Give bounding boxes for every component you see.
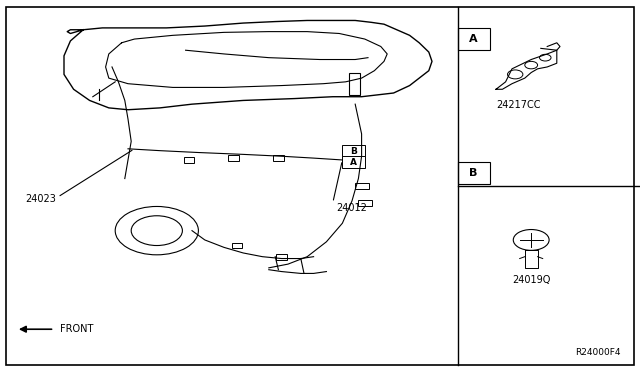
Text: 24023: 24023 — [26, 194, 56, 204]
Bar — [276, 254, 287, 260]
FancyBboxPatch shape — [458, 28, 490, 50]
Bar — [355, 183, 369, 189]
FancyBboxPatch shape — [458, 162, 490, 184]
Text: B: B — [351, 147, 357, 155]
Bar — [349, 73, 360, 95]
Bar — [232, 243, 242, 248]
Text: A: A — [351, 158, 357, 167]
Text: A: A — [469, 34, 478, 44]
Bar — [184, 157, 194, 163]
FancyBboxPatch shape — [342, 156, 365, 168]
Text: 24217CC: 24217CC — [496, 100, 541, 110]
Bar — [273, 155, 284, 161]
Text: 24019Q: 24019Q — [512, 275, 550, 285]
Bar — [358, 200, 372, 206]
Text: FRONT: FRONT — [60, 324, 93, 334]
Text: 24012: 24012 — [336, 203, 367, 213]
Text: R24000F4: R24000F4 — [575, 348, 621, 357]
Bar — [228, 155, 239, 161]
FancyBboxPatch shape — [342, 145, 365, 157]
Text: B: B — [469, 168, 478, 178]
